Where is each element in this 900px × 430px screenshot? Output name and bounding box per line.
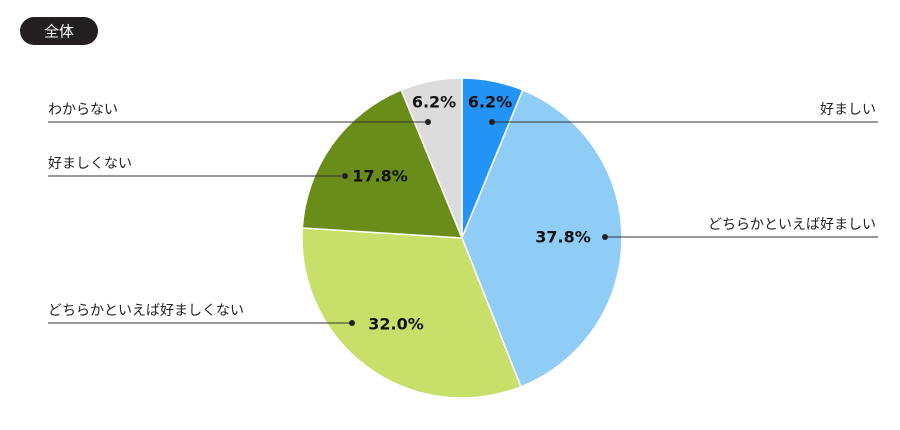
value-label: 32.0% xyxy=(368,315,424,334)
value-label: 6.2% xyxy=(412,93,456,112)
category-label: 好ましい xyxy=(820,102,876,118)
leader-dot xyxy=(342,173,348,179)
pie-slice xyxy=(301,227,522,399)
value-label: 17.8% xyxy=(352,167,408,186)
value-label: 6.2% xyxy=(468,93,512,112)
leader-dot xyxy=(349,320,355,326)
leader-dot xyxy=(489,119,495,125)
category-label: わからない xyxy=(48,102,118,118)
category-label: どちらかといえば好ましい xyxy=(708,217,876,233)
pie-slice xyxy=(461,89,623,388)
category-label: どちらかといえば好ましくない xyxy=(48,303,244,319)
pie xyxy=(301,77,623,399)
annotations: 好ましい 6.2% どちらかといえば好ましい 37.8% どちらかといえば好ましくない 3… xyxy=(48,93,878,334)
chart-title: 全体 xyxy=(44,23,74,41)
category-label: 好ましくない xyxy=(48,156,132,172)
leader-dot xyxy=(602,234,608,240)
pie-slice xyxy=(400,77,463,239)
pie-slice xyxy=(301,89,464,239)
value-label: 37.8% xyxy=(535,228,591,247)
leader-dot xyxy=(425,119,431,125)
badge xyxy=(20,17,98,45)
